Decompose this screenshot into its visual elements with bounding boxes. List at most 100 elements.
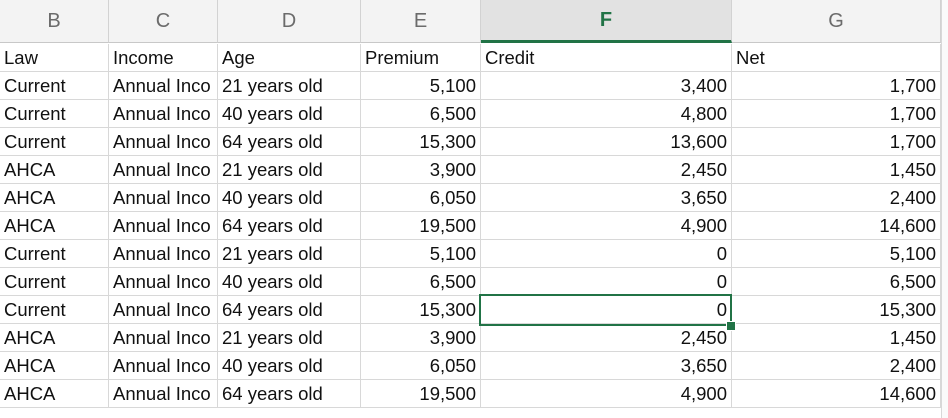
cell-law[interactable]: AHCA bbox=[0, 352, 109, 380]
table-row: AHCA Annual Inco 21 years old 3,900 2,450 1,4… bbox=[0, 156, 948, 184]
cell-law[interactable]: AHCA bbox=[0, 324, 109, 352]
header-cell-income[interactable]: Income bbox=[109, 44, 218, 72]
cell-credit[interactable]: 2,450 bbox=[481, 156, 732, 184]
header-cell-age[interactable]: Age bbox=[218, 44, 361, 72]
header-row: Law Income Age Premium Credit Net bbox=[0, 44, 948, 72]
cell-credit[interactable]: 3,650 bbox=[481, 184, 732, 212]
cell-age[interactable]: 40 years old bbox=[218, 352, 361, 380]
cell-premium[interactable]: 3,900 bbox=[361, 324, 481, 352]
cell-credit[interactable]: 0 bbox=[481, 240, 732, 268]
cell-income[interactable]: Annual Inco bbox=[109, 268, 218, 296]
table-row: AHCA Annual Inco 40 years old 6,050 3,650 2,4… bbox=[0, 184, 948, 212]
table-row: AHCA Annual Inco 64 years old 19,500 4,900 14… bbox=[0, 212, 948, 240]
cell-premium[interactable]: 15,300 bbox=[361, 128, 481, 156]
cell-age[interactable]: 21 years old bbox=[218, 156, 361, 184]
cell-income[interactable]: Annual Inco bbox=[109, 212, 218, 240]
cell-net[interactable]: 14,600 bbox=[732, 212, 941, 240]
table-row: AHCA Annual Inco 21 years old 3,900 2,450 1,4… bbox=[0, 324, 948, 352]
header-cell-net[interactable]: Net bbox=[732, 44, 941, 72]
table-row: Current Annual Inco 64 years old 15,300 0 15,… bbox=[0, 296, 948, 324]
cell-premium[interactable]: 6,050 bbox=[361, 352, 481, 380]
cell-income[interactable]: Annual Inco bbox=[109, 296, 218, 324]
cell-credit[interactable]: 4,800 bbox=[481, 100, 732, 128]
table-row: AHCA Annual Inco 64 years old 19,500 4,900 14… bbox=[0, 380, 948, 408]
column-header-f[interactable]: F bbox=[481, 0, 732, 43]
cell-credit[interactable]: 4,900 bbox=[481, 212, 732, 240]
cell-law[interactable]: Current bbox=[0, 296, 109, 324]
cell-net[interactable]: 14,600 bbox=[732, 380, 941, 408]
cell-law[interactable]: AHCA bbox=[0, 156, 109, 184]
cell-income[interactable]: Annual Inco bbox=[109, 324, 218, 352]
column-header-e[interactable]: E bbox=[361, 0, 481, 43]
cell-credit[interactable]: 13,600 bbox=[481, 128, 732, 156]
column-header-h-edge bbox=[941, 0, 948, 418]
cell-law[interactable]: Current bbox=[0, 100, 109, 128]
cell-income[interactable]: Annual Inco bbox=[109, 184, 218, 212]
cell-age[interactable]: 21 years old bbox=[218, 240, 361, 268]
cell-credit[interactable]: 2,450 bbox=[481, 324, 732, 352]
cell-law[interactable]: Current bbox=[0, 72, 109, 100]
table-row: Current Annual Inco 40 years old 6,500 4,800… bbox=[0, 100, 948, 128]
cell-premium[interactable]: 19,500 bbox=[361, 380, 481, 408]
column-header-c[interactable]: C bbox=[109, 0, 218, 43]
table-row: AHCA Annual Inco 40 years old 6,050 3,650 2,4… bbox=[0, 352, 948, 380]
header-cell-premium[interactable]: Premium bbox=[361, 44, 481, 72]
cell-income[interactable]: Annual Inco bbox=[109, 380, 218, 408]
cell-premium[interactable]: 6,050 bbox=[361, 184, 481, 212]
cell-credit[interactable]: 3,400 bbox=[481, 72, 732, 100]
cell-net[interactable]: 1,450 bbox=[732, 156, 941, 184]
table-row: Current Annual Inco 40 years old 6,500 0 6,50… bbox=[0, 268, 948, 296]
cell-age[interactable]: 64 years old bbox=[218, 128, 361, 156]
column-headers: B C D E F G bbox=[0, 0, 948, 44]
cell-premium[interactable]: 5,100 bbox=[361, 72, 481, 100]
cell-net[interactable]: 2,400 bbox=[732, 352, 941, 380]
cell-age[interactable]: 21 years old bbox=[218, 324, 361, 352]
table-row: Current Annual Inco 21 years old 5,100 0 5,10… bbox=[0, 240, 948, 268]
cell-age[interactable]: 40 years old bbox=[218, 184, 361, 212]
cell-income[interactable]: Annual Inco bbox=[109, 128, 218, 156]
cell-net[interactable]: 1,450 bbox=[732, 324, 941, 352]
table-row: Current Annual Inco 64 years old 15,300 13,6… bbox=[0, 128, 948, 156]
cell-age[interactable]: 64 years old bbox=[218, 380, 361, 408]
cell-law[interactable]: Current bbox=[0, 240, 109, 268]
cell-premium[interactable]: 3,900 bbox=[361, 156, 481, 184]
cell-premium[interactable]: 19,500 bbox=[361, 212, 481, 240]
table-row: Current Annual Inco 21 years old 5,100 3,400… bbox=[0, 72, 948, 100]
cell-credit[interactable]: 4,900 bbox=[481, 380, 732, 408]
cell-premium[interactable]: 5,100 bbox=[361, 240, 481, 268]
cell-law[interactable]: AHCA bbox=[0, 184, 109, 212]
cell-credit[interactable]: 0 bbox=[481, 268, 732, 296]
cell-law[interactable]: AHCA bbox=[0, 380, 109, 408]
cell-income[interactable]: Annual Inco bbox=[109, 240, 218, 268]
cell-age[interactable]: 64 years old bbox=[218, 296, 361, 324]
cell-age[interactable]: 21 years old bbox=[218, 72, 361, 100]
cell-law[interactable]: Current bbox=[0, 128, 109, 156]
cell-income[interactable]: Annual Inco bbox=[109, 352, 218, 380]
cell-net[interactable]: 2,400 bbox=[732, 184, 941, 212]
cell-law[interactable]: Current bbox=[0, 268, 109, 296]
cell-credit[interactable]: 0 bbox=[481, 296, 732, 324]
cell-law[interactable]: AHCA bbox=[0, 212, 109, 240]
cell-net[interactable]: 5,100 bbox=[732, 240, 941, 268]
cell-credit[interactable]: 3,650 bbox=[481, 352, 732, 380]
cell-income[interactable]: Annual Inco bbox=[109, 72, 218, 100]
cell-income[interactable]: Annual Inco bbox=[109, 100, 218, 128]
cell-net[interactable]: 1,700 bbox=[732, 100, 941, 128]
cell-net[interactable]: 1,700 bbox=[732, 128, 941, 156]
cell-age[interactable]: 40 years old bbox=[218, 100, 361, 128]
column-header-d[interactable]: D bbox=[218, 0, 361, 43]
cell-income[interactable]: Annual Inco bbox=[109, 156, 218, 184]
cell-premium[interactable]: 15,300 bbox=[361, 296, 481, 324]
header-cell-law[interactable]: Law bbox=[0, 44, 109, 72]
column-header-b[interactable]: B bbox=[0, 0, 109, 43]
cell-net[interactable]: 6,500 bbox=[732, 268, 941, 296]
cell-premium[interactable]: 6,500 bbox=[361, 268, 481, 296]
column-header-g[interactable]: G bbox=[732, 0, 941, 43]
cell-age[interactable]: 64 years old bbox=[218, 212, 361, 240]
cell-premium[interactable]: 6,500 bbox=[361, 100, 481, 128]
cell-net[interactable]: 15,300 bbox=[732, 296, 941, 324]
header-cell-credit[interactable]: Credit bbox=[481, 44, 732, 72]
cell-net[interactable]: 1,700 bbox=[732, 72, 941, 100]
cell-age[interactable]: 40 years old bbox=[218, 268, 361, 296]
